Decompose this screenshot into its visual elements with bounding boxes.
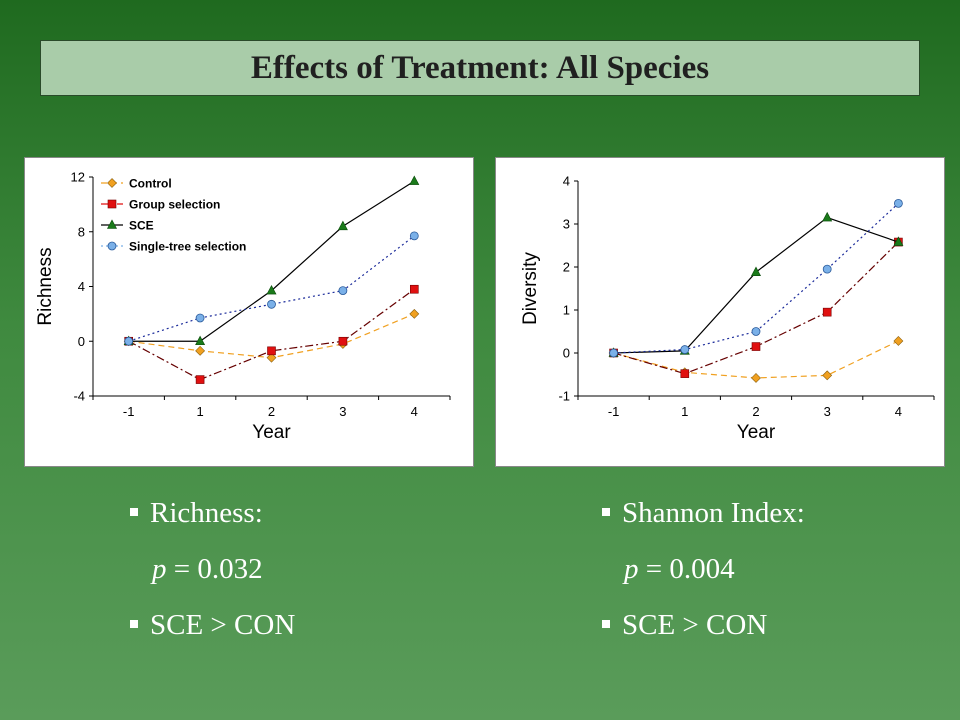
richness-point-single-tree-selection [124,336,134,346]
richness-series-line-group-selection [128,288,415,381]
richness-y-tick-label: 8 [78,224,85,239]
shannon-label: Shannon Index: [622,497,805,529]
diversity-y-tick-label: 1 [563,303,570,318]
richness-point-group-selection [195,375,205,384]
slide-title: Effects of Treatment: All Species [250,49,710,86]
richness-point-single-tree-selection [409,231,419,241]
richness-y-tick-label: 4 [78,279,85,294]
diversity-chart: -1 0 1 2 3 4 -1 1 2 3 4 Year Diversity [520,174,935,443]
richness-y-tick-label: 12 [71,170,85,185]
richness-series-line-single-tree-selection [128,235,415,342]
richness-point-control [409,308,420,319]
richness-comparison-bullet: SCE > CON [130,609,295,642]
richness-label: Richness: [150,497,263,529]
diversity-point-single-tree-selection [680,345,690,354]
richness-chart-panel: -4 0 4 8 12 -1 1 2 3 4 Year Richness Control Group se… [24,157,474,467]
diversity-x-tick-label: 1 [681,404,688,419]
richness-bullets: Richness: p = 0.032 SCE > CON [130,497,450,657]
shannon-bullet: Shannon Index: [602,497,805,530]
diversity-point-sce [822,211,833,222]
diversity-point-control [751,373,761,383]
richness-point-group-selection [338,336,348,346]
diversity-point-single-tree-selection [893,198,903,208]
richness-point-control [266,352,277,363]
richness-p-value: p = 0.032 [152,553,263,586]
bullet-icon [602,508,610,517]
richness-point-sce [266,284,277,295]
richness-legend-label-control: Control [129,177,172,191]
bullet-icon [602,620,610,629]
diversity-y-tick-label: -1 [558,389,570,404]
richness-x-tick-label: 2 [268,404,275,419]
diversity-y-tick-label: 2 [563,260,570,275]
p-value-text: = 0.004 [638,553,735,585]
richness-legend-label-single-tree-selection: Single-tree selection [129,240,246,254]
richness-point-single-tree-selection [267,299,276,309]
diversity-point-group-selection [680,369,690,378]
richness-point-sce [337,220,348,231]
diversity-y-tick-label: 4 [563,174,570,189]
richness-point-single-tree-selection [195,313,205,323]
diversity-series-line-group-selection [613,241,899,375]
diversity-point-single-tree-selection [609,348,618,358]
p-value-text: = 0.032 [166,553,263,585]
shannon-comparison: SCE > CON [622,609,768,641]
richness-legend-marker-sce [107,219,117,229]
richness-x-tick-label: 3 [339,404,346,419]
diversity-point-single-tree-selection [751,327,761,336]
diversity-point-control [822,370,833,381]
richness-legend-marker-single-tree-selection [107,241,117,251]
diversity-point-sce [751,266,761,276]
bullet-icon [130,620,138,629]
richness-point-sce [409,175,420,185]
diversity-x-tick-label: 3 [824,404,831,419]
richness-legend-marker-group-selection [107,199,117,209]
richness-point-single-tree-selection [338,286,348,296]
bullet-icon [130,508,138,517]
richness-y-axis-title: Richness [35,247,56,325]
diversity-point-sce [893,236,904,246]
richness-legend-marker-control [107,178,117,188]
richness-legend-label-sce: SCE [129,219,154,233]
richness-point-group-selection [267,346,276,356]
diversity-series-line-single-tree-selection [613,202,899,354]
richness-x-tick-label: -1 [123,404,135,419]
richness-comparison: SCE > CON [150,609,296,641]
diversity-chart-panel: -1 0 1 2 3 4 -1 1 2 3 4 Year Diversity [495,157,945,467]
diversity-y-tick-label: 3 [563,217,570,232]
p-label: p [624,553,639,585]
richness-y-tick-label: -4 [73,389,85,404]
diversity-x-tick-label: 2 [752,404,759,419]
richness-x-axis-title: Year [252,422,291,443]
slide-title-box: Effects of Treatment: All Species [40,40,920,96]
diversity-y-axis-title: Diversity [520,252,541,325]
diversity-point-group-selection [751,342,761,351]
diversity-point-single-tree-selection [822,264,832,274]
shannon-comparison-bullet: SCE > CON [602,609,767,642]
diversity-x-tick-label: 4 [895,404,902,419]
p-label: p [152,553,167,585]
diversity-point-control [893,336,904,346]
richness-legend-label-group-selection: Group selection [129,198,220,212]
diversity-point-group-selection [822,307,832,317]
shannon-p-value: p = 0.004 [624,553,735,586]
richness-bullet: Richness: [130,497,263,530]
richness-point-group-selection [409,284,419,294]
diversity-x-axis-title: Year [737,422,776,443]
richness-y-tick-label: 0 [78,334,85,349]
richness-point-control [195,345,206,356]
diversity-x-tick-label: -1 [608,404,620,419]
shannon-bullets: Shannon Index: p = 0.004 SCE > CON [602,497,922,657]
richness-x-tick-label: 1 [196,404,203,419]
richness-x-tick-label: 4 [411,404,418,419]
diversity-y-tick-label: 0 [563,346,570,361]
richness-point-sce [195,335,206,346]
